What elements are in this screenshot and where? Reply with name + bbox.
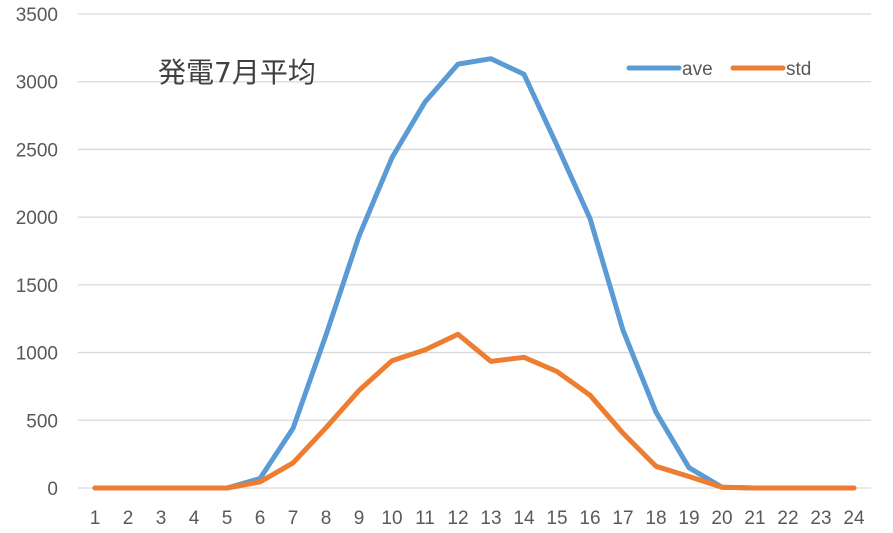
x-tick-label: 13 <box>480 508 501 529</box>
x-tick-label: 10 <box>381 508 402 529</box>
x-tick-label: 23 <box>810 508 831 529</box>
x-axis-ticks: 1 2 3 4 5 6 7 8 9 10 11 12 13 14 15 16 17 18 19 20 21 22 23 24 <box>90 508 865 529</box>
x-tick-label: 3 <box>156 508 167 529</box>
x-tick-label: 18 <box>645 508 666 529</box>
y-tick-label: 500 <box>26 411 58 432</box>
y-tick-label: 1500 <box>16 276 58 297</box>
x-tick-label: 4 <box>189 508 200 529</box>
series-line-ave <box>92 56 857 491</box>
x-tick-label: 12 <box>447 508 468 529</box>
y-tick-label: 0 <box>47 479 58 500</box>
x-tick-label: 2 <box>123 508 134 529</box>
chart-title: 発電7月平均 <box>158 56 316 89</box>
legend-label-ave: ave <box>682 59 713 80</box>
gridlines <box>78 13 871 489</box>
x-tick-label: 11 <box>415 508 435 529</box>
x-tick-label: 14 <box>513 508 535 529</box>
x-tick-label: 24 <box>843 508 865 529</box>
x-tick-label: 8 <box>321 508 332 529</box>
x-tick-label: 6 <box>255 508 266 529</box>
y-tick-label: 2000 <box>16 208 58 229</box>
x-tick-label: 7 <box>288 508 299 529</box>
y-tick-label: 1000 <box>16 344 58 365</box>
y-axis-ticks: 0 500 1000 1500 2000 2500 3000 3500 <box>16 5 58 500</box>
x-tick-label: 5 <box>222 508 233 529</box>
legend-label-std: std <box>786 59 811 80</box>
y-tick-label: 2500 <box>16 140 58 161</box>
x-tick-label: 17 <box>612 508 633 529</box>
x-tick-label: 19 <box>678 508 699 529</box>
x-tick-label: 1 <box>90 508 101 529</box>
y-tick-label: 3500 <box>16 5 58 26</box>
x-tick-label: 20 <box>711 508 732 529</box>
x-tick-label: 9 <box>354 508 365 529</box>
x-tick-label: 16 <box>579 508 600 529</box>
legend: ave std <box>626 59 811 80</box>
series-lines <box>92 56 857 491</box>
x-tick-label: 21 <box>744 508 765 529</box>
x-tick-label: 15 <box>546 508 567 529</box>
series-line-std <box>92 331 857 491</box>
x-tick-label: 22 <box>777 508 798 529</box>
y-tick-label: 3000 <box>16 73 58 94</box>
